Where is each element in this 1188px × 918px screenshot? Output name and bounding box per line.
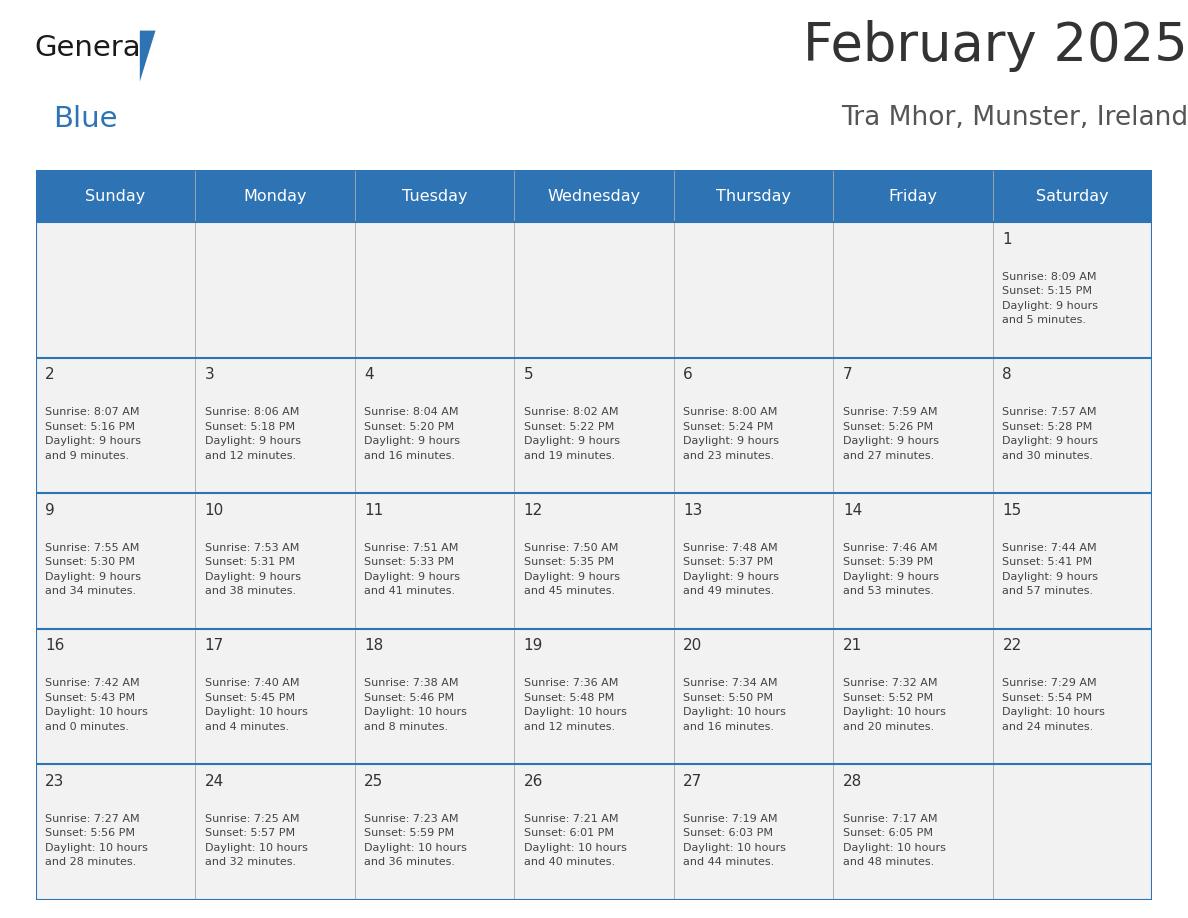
- Text: Tuesday: Tuesday: [402, 188, 467, 204]
- Text: 19: 19: [524, 638, 543, 654]
- Text: 22: 22: [1003, 638, 1022, 654]
- Text: Sunrise: 7:42 AM
Sunset: 5:43 PM
Daylight: 10 hours
and 0 minutes.: Sunrise: 7:42 AM Sunset: 5:43 PM Dayligh…: [45, 678, 148, 732]
- Bar: [36, 764, 1152, 900]
- Text: General: General: [34, 34, 148, 62]
- Text: 20: 20: [683, 638, 702, 654]
- Text: Sunrise: 7:36 AM
Sunset: 5:48 PM
Daylight: 10 hours
and 12 minutes.: Sunrise: 7:36 AM Sunset: 5:48 PM Dayligh…: [524, 678, 627, 732]
- Text: Monday: Monday: [244, 188, 307, 204]
- Text: 3: 3: [204, 367, 215, 382]
- Text: 14: 14: [842, 503, 862, 518]
- Text: Sunrise: 7:40 AM
Sunset: 5:45 PM
Daylight: 10 hours
and 4 minutes.: Sunrise: 7:40 AM Sunset: 5:45 PM Dayligh…: [204, 678, 308, 732]
- Polygon shape: [140, 30, 156, 82]
- Text: 5: 5: [524, 367, 533, 382]
- Text: 16: 16: [45, 638, 64, 654]
- Text: Sunday: Sunday: [86, 188, 146, 204]
- Text: Sunrise: 7:51 AM
Sunset: 5:33 PM
Daylight: 9 hours
and 41 minutes.: Sunrise: 7:51 AM Sunset: 5:33 PM Dayligh…: [365, 543, 460, 596]
- Text: 23: 23: [45, 774, 64, 789]
- Text: Sunrise: 7:55 AM
Sunset: 5:30 PM
Daylight: 9 hours
and 34 minutes.: Sunrise: 7:55 AM Sunset: 5:30 PM Dayligh…: [45, 543, 141, 596]
- Text: 12: 12: [524, 503, 543, 518]
- Text: Blue: Blue: [53, 106, 118, 133]
- Text: 10: 10: [204, 503, 225, 518]
- Text: Sunrise: 8:06 AM
Sunset: 5:18 PM
Daylight: 9 hours
and 12 minutes.: Sunrise: 8:06 AM Sunset: 5:18 PM Dayligh…: [204, 408, 301, 461]
- Text: Sunrise: 7:25 AM
Sunset: 5:57 PM
Daylight: 10 hours
and 32 minutes.: Sunrise: 7:25 AM Sunset: 5:57 PM Dayligh…: [204, 814, 308, 867]
- Text: Sunrise: 7:34 AM
Sunset: 5:50 PM
Daylight: 10 hours
and 16 minutes.: Sunrise: 7:34 AM Sunset: 5:50 PM Dayligh…: [683, 678, 786, 732]
- Text: Friday: Friday: [889, 188, 937, 204]
- Text: Sunrise: 7:57 AM
Sunset: 5:28 PM
Daylight: 9 hours
and 30 minutes.: Sunrise: 7:57 AM Sunset: 5:28 PM Dayligh…: [1003, 408, 1099, 461]
- Text: Thursday: Thursday: [716, 188, 791, 204]
- Text: Sunrise: 7:27 AM
Sunset: 5:56 PM
Daylight: 10 hours
and 28 minutes.: Sunrise: 7:27 AM Sunset: 5:56 PM Dayligh…: [45, 814, 148, 867]
- Text: Sunrise: 8:09 AM
Sunset: 5:15 PM
Daylight: 9 hours
and 5 minutes.: Sunrise: 8:09 AM Sunset: 5:15 PM Dayligh…: [1003, 272, 1099, 325]
- Text: Sunrise: 7:59 AM
Sunset: 5:26 PM
Daylight: 9 hours
and 27 minutes.: Sunrise: 7:59 AM Sunset: 5:26 PM Dayligh…: [842, 408, 939, 461]
- Text: 8: 8: [1003, 367, 1012, 382]
- Text: Sunrise: 7:38 AM
Sunset: 5:46 PM
Daylight: 10 hours
and 8 minutes.: Sunrise: 7:38 AM Sunset: 5:46 PM Dayligh…: [365, 678, 467, 732]
- Text: 26: 26: [524, 774, 543, 789]
- Bar: [36, 358, 1152, 493]
- Text: Saturday: Saturday: [1036, 188, 1108, 204]
- Text: Sunrise: 7:19 AM
Sunset: 6:03 PM
Daylight: 10 hours
and 44 minutes.: Sunrise: 7:19 AM Sunset: 6:03 PM Dayligh…: [683, 814, 786, 867]
- Text: Sunrise: 8:07 AM
Sunset: 5:16 PM
Daylight: 9 hours
and 9 minutes.: Sunrise: 8:07 AM Sunset: 5:16 PM Dayligh…: [45, 408, 141, 461]
- Text: 24: 24: [204, 774, 225, 789]
- Text: Sunrise: 8:04 AM
Sunset: 5:20 PM
Daylight: 9 hours
and 16 minutes.: Sunrise: 8:04 AM Sunset: 5:20 PM Dayligh…: [365, 408, 460, 461]
- Text: Sunrise: 8:02 AM
Sunset: 5:22 PM
Daylight: 9 hours
and 19 minutes.: Sunrise: 8:02 AM Sunset: 5:22 PM Dayligh…: [524, 408, 620, 461]
- Text: Sunrise: 7:46 AM
Sunset: 5:39 PM
Daylight: 9 hours
and 53 minutes.: Sunrise: 7:46 AM Sunset: 5:39 PM Dayligh…: [842, 543, 939, 596]
- Text: February 2025: February 2025: [803, 20, 1188, 73]
- Text: Sunrise: 7:29 AM
Sunset: 5:54 PM
Daylight: 10 hours
and 24 minutes.: Sunrise: 7:29 AM Sunset: 5:54 PM Dayligh…: [1003, 678, 1105, 732]
- Text: 2: 2: [45, 367, 55, 382]
- Text: 7: 7: [842, 367, 853, 382]
- Text: Sunrise: 8:00 AM
Sunset: 5:24 PM
Daylight: 9 hours
and 23 minutes.: Sunrise: 8:00 AM Sunset: 5:24 PM Dayligh…: [683, 408, 779, 461]
- Bar: [36, 493, 1152, 629]
- Text: Sunrise: 7:23 AM
Sunset: 5:59 PM
Daylight: 10 hours
and 36 minutes.: Sunrise: 7:23 AM Sunset: 5:59 PM Dayligh…: [365, 814, 467, 867]
- Text: 9: 9: [45, 503, 55, 518]
- Text: 6: 6: [683, 367, 693, 382]
- Text: 25: 25: [365, 774, 384, 789]
- Text: Sunrise: 7:50 AM
Sunset: 5:35 PM
Daylight: 9 hours
and 45 minutes.: Sunrise: 7:50 AM Sunset: 5:35 PM Dayligh…: [524, 543, 620, 596]
- Text: 18: 18: [365, 638, 384, 654]
- Text: Sunrise: 7:44 AM
Sunset: 5:41 PM
Daylight: 9 hours
and 57 minutes.: Sunrise: 7:44 AM Sunset: 5:41 PM Dayligh…: [1003, 543, 1099, 596]
- Bar: [36, 629, 1152, 764]
- Text: Sunrise: 7:21 AM
Sunset: 6:01 PM
Daylight: 10 hours
and 40 minutes.: Sunrise: 7:21 AM Sunset: 6:01 PM Dayligh…: [524, 814, 627, 867]
- Text: Tra Mhor, Munster, Ireland: Tra Mhor, Munster, Ireland: [841, 106, 1188, 131]
- Text: 11: 11: [365, 503, 384, 518]
- Text: 13: 13: [683, 503, 703, 518]
- Bar: [36, 170, 1152, 222]
- Text: Sunrise: 7:17 AM
Sunset: 6:05 PM
Daylight: 10 hours
and 48 minutes.: Sunrise: 7:17 AM Sunset: 6:05 PM Dayligh…: [842, 814, 946, 867]
- Text: Wednesday: Wednesday: [548, 188, 640, 204]
- Bar: [36, 222, 1152, 358]
- Text: 17: 17: [204, 638, 225, 654]
- Text: 15: 15: [1003, 503, 1022, 518]
- Text: 21: 21: [842, 638, 862, 654]
- Text: Sunrise: 7:32 AM
Sunset: 5:52 PM
Daylight: 10 hours
and 20 minutes.: Sunrise: 7:32 AM Sunset: 5:52 PM Dayligh…: [842, 678, 946, 732]
- Text: 28: 28: [842, 774, 862, 789]
- Text: 27: 27: [683, 774, 702, 789]
- Text: Sunrise: 7:53 AM
Sunset: 5:31 PM
Daylight: 9 hours
and 38 minutes.: Sunrise: 7:53 AM Sunset: 5:31 PM Dayligh…: [204, 543, 301, 596]
- Text: 4: 4: [365, 367, 374, 382]
- Text: 1: 1: [1003, 232, 1012, 247]
- Text: Sunrise: 7:48 AM
Sunset: 5:37 PM
Daylight: 9 hours
and 49 minutes.: Sunrise: 7:48 AM Sunset: 5:37 PM Dayligh…: [683, 543, 779, 596]
